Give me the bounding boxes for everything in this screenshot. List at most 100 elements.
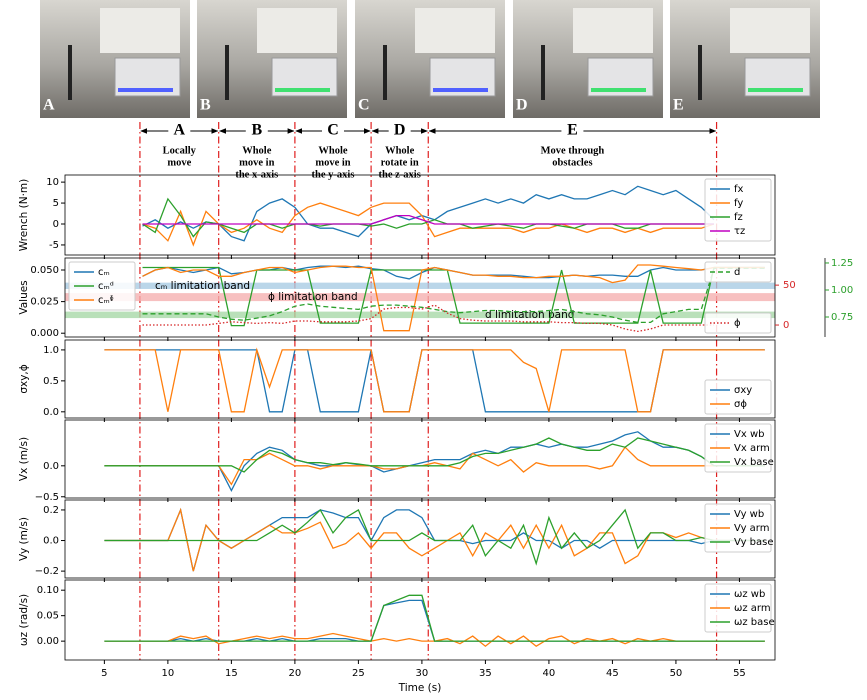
- phase-description: rotate in: [381, 157, 419, 168]
- robot-light: [118, 88, 173, 92]
- phase-description: Whole: [385, 145, 415, 156]
- y-tick-label: -5: [49, 240, 59, 251]
- band-label: cₘ limitation band: [155, 280, 250, 292]
- plot-frame: [65, 580, 775, 660]
- phase-description: move in: [315, 157, 350, 168]
- panel: −0.2 0.0 0.2 Vy wb Vy arm Vy base Vy (m/s): [18, 500, 775, 582]
- x-tick-label: 10: [162, 668, 175, 679]
- y-tick-label: 0.0: [43, 536, 59, 547]
- robot-light: [748, 88, 803, 92]
- y-axis-label: Wrench (N·m): [18, 179, 30, 252]
- y-tick-label: 10: [46, 177, 59, 188]
- y-tick-label: 0.2: [43, 505, 59, 516]
- x-tick-label: 30: [416, 668, 429, 679]
- x-tick-label: 50: [670, 668, 683, 679]
- photo-wall: [100, 8, 180, 53]
- photo-label: D: [516, 97, 528, 114]
- y2-tick-label: 0.75: [831, 312, 853, 323]
- legend-label: fx: [734, 184, 744, 195]
- phase-description: Whole: [242, 145, 272, 156]
- photo-wall: [573, 8, 653, 53]
- x-tick-label: 45: [606, 668, 619, 679]
- x-tick-label: 40: [543, 668, 556, 679]
- y3-tick-label: 50: [783, 280, 796, 291]
- legend-label: cₘᵈ: [98, 281, 114, 292]
- legend-label: Vx arm: [734, 443, 770, 454]
- y-tick-label: 0.025: [30, 297, 59, 308]
- plot-frame: [65, 175, 775, 255]
- y-tick-label: −0.2: [35, 566, 59, 577]
- robot-light: [433, 88, 488, 92]
- x-tick-label: 55: [733, 668, 746, 679]
- y-tick-label: 1.0: [43, 345, 59, 356]
- photo-wall: [415, 8, 495, 53]
- limitation-band: [65, 293, 775, 301]
- y-tick-label: 0.00: [37, 636, 59, 647]
- x-tick-label: 25: [352, 668, 365, 679]
- legend-label: fy: [734, 198, 743, 209]
- photo-wall: [730, 8, 810, 53]
- y-axis-label: Values: [18, 280, 30, 314]
- legend-label: cₘᶲ: [98, 295, 114, 306]
- panel: -5 0 5 10 fx fy fz τz Wrench (N·m): [18, 175, 775, 259]
- phase-description: move in: [239, 157, 274, 168]
- legend-label: ωz wb: [734, 589, 765, 600]
- series-line: [143, 266, 765, 279]
- panel: 0.000.050.10510152025303540455055ωz wbωz…: [18, 580, 775, 694]
- series-line: [104, 350, 764, 412]
- legend-label: Vy base: [734, 537, 774, 548]
- y3-tick-label: 0: [783, 320, 789, 331]
- legend-label: Vy arm: [734, 523, 769, 534]
- robot-light: [275, 88, 330, 92]
- y-tick-label: 0.10: [37, 585, 59, 596]
- series-line: [104, 595, 764, 641]
- y-axis-label: Vy (m/s): [18, 517, 30, 561]
- y2-tick-label: 1.00: [831, 285, 853, 296]
- photo-label: B: [200, 97, 211, 114]
- limitation-band: [65, 312, 775, 318]
- legend-label: ωz base: [734, 617, 775, 628]
- phase-description: Move through: [541, 145, 605, 156]
- y-tick-label: 0.5: [43, 376, 59, 387]
- plot-frame: [65, 500, 775, 578]
- y-axis-label: ωz (rad/s): [18, 594, 30, 646]
- phase-description: obstacles: [552, 157, 592, 168]
- figure: ABCDE ALocallymoveBWholemove inthe x-axi…: [0, 0, 867, 696]
- y-tick-label: 0.0: [43, 407, 59, 418]
- legend-label: fz: [734, 212, 743, 223]
- plot-frame: [65, 420, 775, 498]
- x-tick-label: 5: [101, 668, 107, 679]
- series-line: [104, 432, 764, 491]
- y-axis-label: Vx (m/s): [18, 437, 30, 481]
- y-tick-label: 0.0: [43, 461, 59, 472]
- legend-label: τz: [734, 226, 745, 237]
- series-line: [104, 600, 764, 641]
- phase-label: A: [174, 122, 186, 139]
- y-axis-label: σxy,ϕ: [18, 364, 30, 393]
- y-tick-label: 5: [53, 198, 59, 209]
- legend-label: Vx base: [734, 457, 774, 468]
- x-tick-label: 15: [225, 668, 238, 679]
- legend-label: Vx wb: [734, 429, 764, 440]
- photo-strip: ABCDE: [40, 0, 820, 118]
- panels: -50510fxfyfzτzWrench (N·m)0.0000.0250.05…: [18, 175, 853, 694]
- y-tick-label: −0.5: [35, 492, 59, 503]
- robot-light: [591, 88, 646, 92]
- plot-frame: [65, 340, 775, 418]
- photo-label: E: [673, 97, 684, 114]
- legend-label: σϕ: [734, 399, 747, 410]
- phase-description: Locally: [163, 145, 197, 156]
- photo-label: A: [43, 97, 55, 114]
- legend-label: d: [734, 267, 740, 278]
- phase-description: move: [167, 157, 191, 168]
- legend-label: ϕ: [734, 318, 741, 329]
- legend-label: Vy wb: [734, 509, 764, 520]
- y-tick-label: 0: [53, 219, 59, 230]
- photo-wall: [257, 8, 337, 53]
- phase-label: C: [327, 122, 339, 139]
- series-line: [104, 438, 764, 472]
- phase-label: D: [394, 122, 406, 139]
